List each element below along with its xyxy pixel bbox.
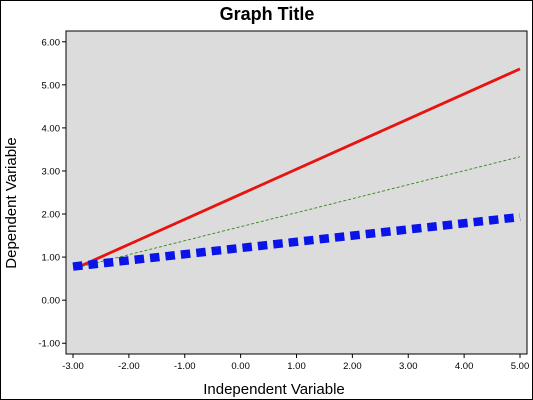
series-line-blue <box>72 212 521 271</box>
series-line-green <box>81 156 521 268</box>
y-tick-label: -1.00 <box>38 339 60 350</box>
x-tick-label: -1.00 <box>174 361 196 372</box>
x-axis-label: Independent Variable <box>203 381 345 398</box>
x-axis: -3.00 -2.00 -1.00 0.00 1.00 2.00 3.00 4.00 5.00 <box>62 354 529 372</box>
y-tick-label: 4.00 <box>42 123 61 134</box>
y-tick-label: 1.00 <box>42 253 61 264</box>
x-tick-label: 0.00 <box>231 361 250 372</box>
x-tick-label: 1.00 <box>287 361 306 372</box>
y-axis: -1.00 0.00 1.00 2.00 3.00 4.00 5.00 6.00 <box>38 37 66 350</box>
x-tick-label: -2.00 <box>118 361 140 372</box>
chart-title: Graph Title <box>220 4 315 24</box>
y-tick-label: 5.00 <box>42 80 61 91</box>
y-tick-label: 3.00 <box>42 166 61 177</box>
y-axis-label: Dependent Variable <box>3 137 20 268</box>
y-tick-label: 6.00 <box>42 37 61 48</box>
x-tick-label: 2.00 <box>343 361 362 372</box>
x-tick-label: -3.00 <box>62 361 84 372</box>
y-tick-label: 2.00 <box>42 210 61 221</box>
series-layer <box>72 67 521 271</box>
plot-area <box>65 30 528 355</box>
x-tick-label: 3.00 <box>399 361 418 372</box>
series-line-red <box>80 67 521 267</box>
y-tick-label: 0.00 <box>42 296 61 307</box>
x-tick-label: 5.00 <box>511 361 530 372</box>
x-tick-label: 4.00 <box>455 361 474 372</box>
